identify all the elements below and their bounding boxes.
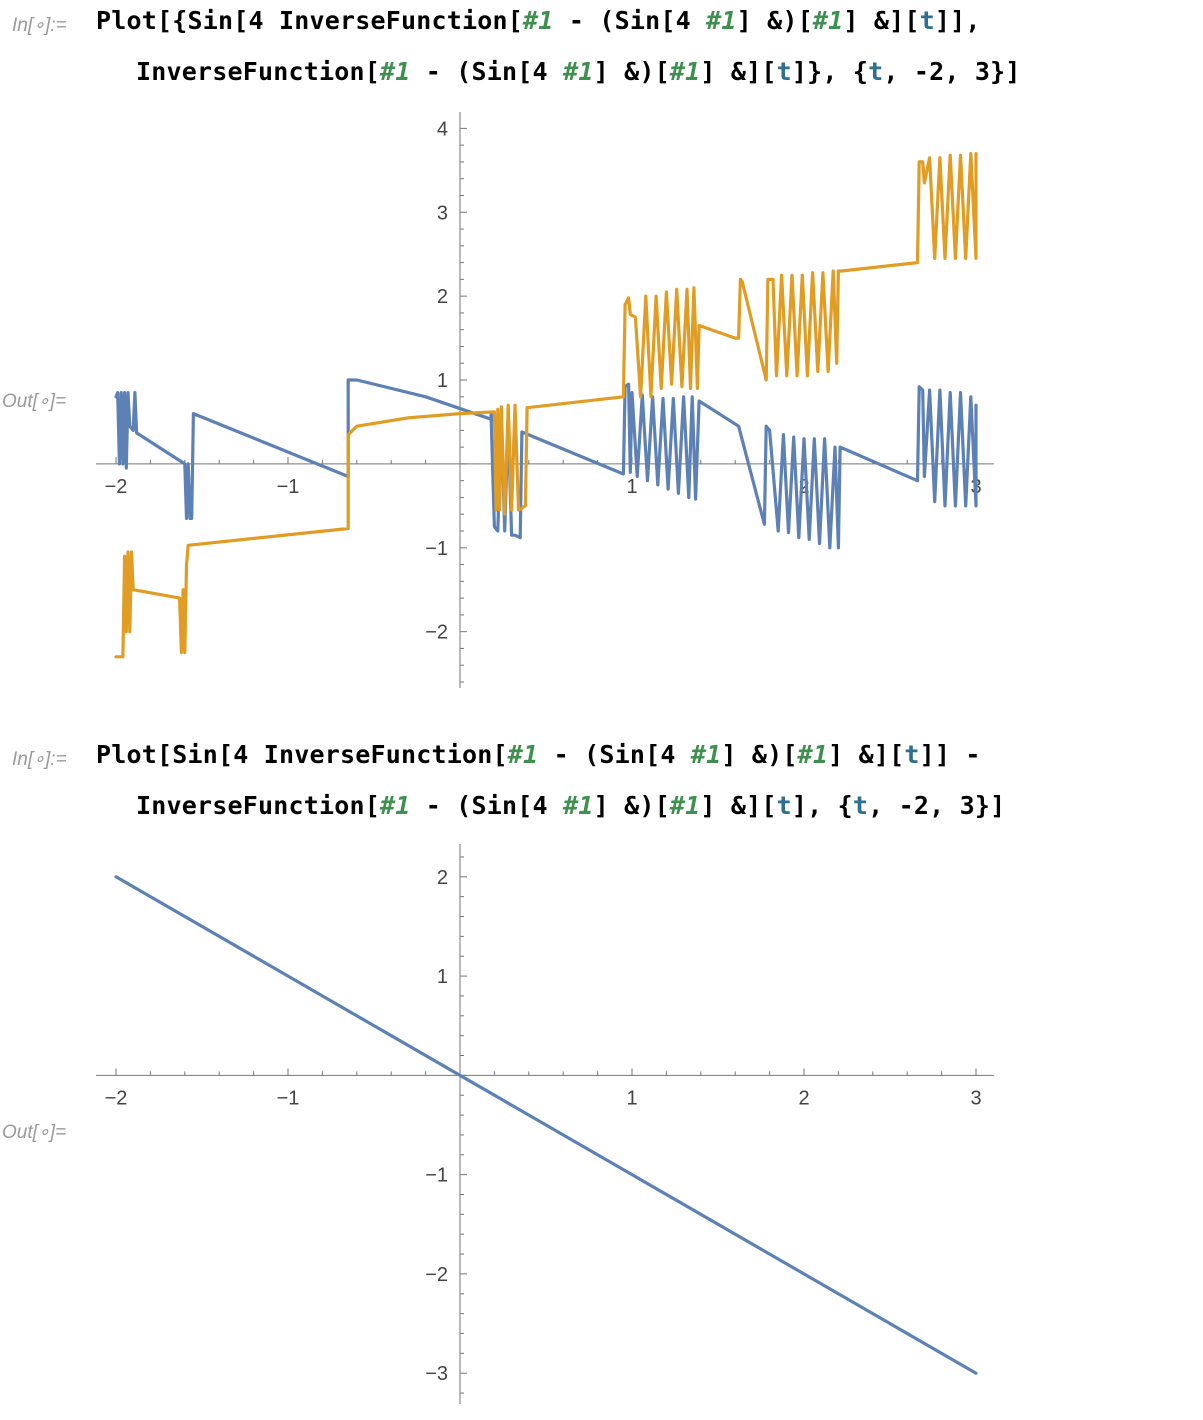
code-token: t xyxy=(904,740,920,769)
code-line-2-2[interactable]: InverseFunction[#1 - (Sin[4 #1] &)[#1] &… xyxy=(136,791,1005,820)
code-token: , -2, 3}] xyxy=(868,791,1006,820)
x-tick-label: 2 xyxy=(798,1087,809,1109)
code-token: #1 xyxy=(706,6,737,35)
code-token: ]}, { xyxy=(791,57,869,86)
code-token: #1 xyxy=(797,740,829,769)
code-token: ] &)[ xyxy=(593,791,670,820)
y-tick-label: 1 xyxy=(437,370,448,392)
code-token: t xyxy=(852,791,869,820)
out-label-1: Out[∘]= xyxy=(2,391,67,412)
x-tick-label: −2 xyxy=(105,476,128,498)
y-tick-label: 3 xyxy=(437,202,448,224)
code-token: ] &)[ xyxy=(736,6,813,35)
x-tick-label: 3 xyxy=(970,1087,981,1109)
code-token: ] &)[ xyxy=(721,740,798,769)
code-token: ]] - xyxy=(919,740,981,769)
code-token: #1 xyxy=(812,6,844,35)
code-token: t xyxy=(776,791,792,820)
code-token: ] &)[ xyxy=(593,57,670,86)
code-token: #1 xyxy=(563,57,594,86)
code-token: Plot[{Sin[4 InverseFunction[ xyxy=(96,6,524,35)
code-token: t xyxy=(868,57,884,86)
y-tick-label: 2 xyxy=(437,286,448,308)
series-line-2 xyxy=(114,152,978,659)
code-token: InverseFunction[ xyxy=(136,57,381,86)
code-token: - (Sin[4 xyxy=(410,57,564,86)
in-label-1: In[∘]:= xyxy=(12,15,67,36)
code-token: InverseFunction[ xyxy=(136,791,381,820)
code-token: ]], xyxy=(934,6,981,35)
x-tick-label: −2 xyxy=(105,1087,128,1109)
out-label-2: Out[∘]= xyxy=(2,1122,67,1143)
code-token: ], { xyxy=(791,791,853,820)
code-line-1-1[interactable]: Plot[{Sin[4 InverseFunction[#1 - (Sin[4 … xyxy=(96,6,981,35)
code-token: Plot[Sin[4 InverseFunction[ xyxy=(96,740,508,769)
x-tick-label: 2 xyxy=(798,476,809,498)
code-token: #1 xyxy=(507,740,539,769)
y-tick-label: −1 xyxy=(425,1165,448,1187)
series-line-1 xyxy=(114,875,978,1375)
code-token: ] &][ xyxy=(843,6,920,35)
x-tick-label: 1 xyxy=(626,1087,637,1109)
in-label-2: In[∘]:= xyxy=(12,749,67,770)
x-tick-label: −1 xyxy=(277,1087,300,1109)
x-tick-label: −1 xyxy=(277,476,300,498)
code-token: #1 xyxy=(380,791,411,820)
y-tick-label: 1 xyxy=(437,966,448,988)
code-token: #1 xyxy=(690,740,722,769)
code-line-1-2[interactable]: InverseFunction[#1 - (Sin[4 #1] &)[#1] &… xyxy=(136,57,1021,86)
code-token: t xyxy=(919,6,935,35)
code-token: - (Sin[4 xyxy=(538,740,691,769)
code-token: #1 xyxy=(380,57,411,86)
code-token: ] &][ xyxy=(700,791,777,820)
code-token: #1 xyxy=(523,6,554,35)
y-tick-label: −2 xyxy=(425,1264,448,1286)
code-token: ] &][ xyxy=(700,57,777,86)
code-token: - (Sin[4 xyxy=(553,6,707,35)
plot-2: −2 −1 1 2 3 −3 −2 −1 1 2 xyxy=(96,844,994,1404)
code-line-2-1[interactable]: Plot[Sin[4 InverseFunction[#1 - (Sin[4 #… xyxy=(96,740,981,769)
x-tick-label: 1 xyxy=(626,476,637,498)
code-token: , -2, 3}] xyxy=(883,57,1021,86)
code-token: - (Sin[4 xyxy=(410,791,564,820)
y-tick-label: −2 xyxy=(425,622,448,644)
y-tick-label: −3 xyxy=(425,1363,448,1385)
y-tick-label: 2 xyxy=(437,867,448,889)
code-token: #1 xyxy=(563,791,594,820)
y-tick-label: −1 xyxy=(425,538,448,560)
code-token: #1 xyxy=(669,57,701,86)
code-token: ] &][ xyxy=(828,740,905,769)
series-line-1 xyxy=(114,378,978,550)
y-tick-label: 4 xyxy=(437,118,448,140)
code-token: #1 xyxy=(669,791,701,820)
code-token: t xyxy=(776,57,792,86)
